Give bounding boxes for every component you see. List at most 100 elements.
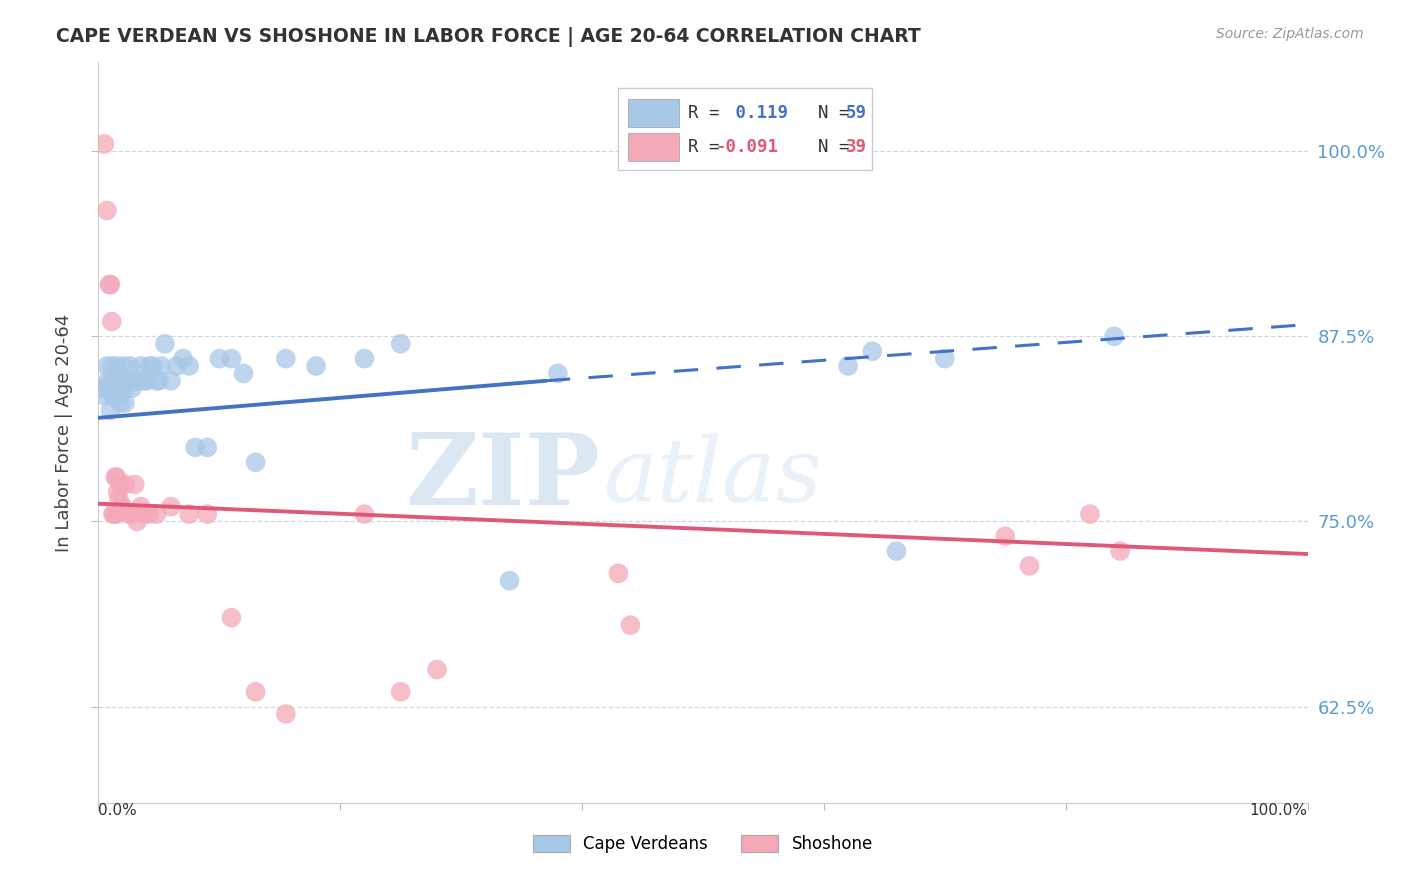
- Point: [100, 381, 122, 395]
- FancyBboxPatch shape: [619, 88, 872, 169]
- Point: [105, 470, 128, 484]
- Point: [114, 381, 136, 395]
- Point: [111, 500, 134, 514]
- Point: [134, 374, 156, 388]
- Point: [104, 470, 127, 484]
- Point: [108, 477, 131, 491]
- Point: [110, 381, 132, 395]
- Point: [101, 389, 124, 403]
- Text: R =: R =: [689, 103, 731, 122]
- Point: [118, 507, 141, 521]
- Point: [100, 403, 122, 417]
- Point: [114, 477, 136, 491]
- Point: [195, 441, 218, 455]
- Point: [142, 359, 165, 373]
- Point: [305, 359, 328, 373]
- Point: [110, 500, 132, 514]
- Point: [353, 507, 375, 521]
- Point: [112, 359, 135, 373]
- FancyBboxPatch shape: [628, 133, 679, 161]
- Point: [107, 389, 129, 403]
- Point: [114, 396, 136, 410]
- Point: [108, 492, 131, 507]
- Point: [547, 367, 569, 381]
- Point: [97, 374, 120, 388]
- Text: Source: ZipAtlas.com: Source: ZipAtlas.com: [1216, 27, 1364, 41]
- Point: [274, 351, 297, 366]
- Point: [105, 381, 128, 395]
- Text: CAPE VERDEAN VS SHOSHONE IN LABOR FORCE | AGE 20-64 CORRELATION CHART: CAPE VERDEAN VS SHOSHONE IN LABOR FORCE …: [56, 27, 921, 46]
- Point: [160, 500, 183, 514]
- Point: [107, 367, 129, 381]
- Point: [426, 663, 449, 677]
- Point: [1018, 558, 1040, 573]
- Y-axis label: In Labor Force | Age 20-64: In Labor Force | Age 20-64: [55, 313, 73, 552]
- Point: [103, 507, 125, 521]
- Point: [274, 706, 297, 721]
- Point: [91, 381, 114, 395]
- Point: [118, 374, 141, 388]
- Point: [389, 685, 412, 699]
- Point: [145, 374, 167, 388]
- Point: [389, 336, 412, 351]
- Point: [221, 351, 243, 366]
- Point: [1109, 544, 1132, 558]
- Text: 59: 59: [845, 103, 866, 122]
- Point: [129, 359, 152, 373]
- Point: [138, 359, 160, 373]
- Point: [145, 507, 167, 521]
- Point: [100, 277, 122, 292]
- Point: [118, 359, 141, 373]
- Point: [934, 351, 956, 366]
- Point: [108, 396, 131, 410]
- Point: [107, 484, 129, 499]
- Text: 0.119: 0.119: [724, 103, 787, 122]
- Point: [1078, 507, 1101, 521]
- Point: [101, 507, 124, 521]
- Point: [93, 136, 115, 151]
- Point: [184, 441, 207, 455]
- Point: [994, 529, 1017, 543]
- Point: [101, 374, 124, 388]
- Point: [93, 389, 115, 403]
- FancyBboxPatch shape: [628, 99, 679, 127]
- Point: [195, 507, 218, 521]
- Point: [124, 374, 146, 388]
- Point: [245, 455, 267, 469]
- Point: [124, 477, 146, 491]
- Text: R =: R =: [689, 138, 731, 156]
- Point: [179, 359, 201, 373]
- Point: [100, 359, 122, 373]
- Point: [121, 507, 143, 521]
- Text: ZIP: ZIP: [405, 428, 600, 525]
- Point: [127, 515, 149, 529]
- Point: [105, 359, 128, 373]
- Point: [127, 374, 149, 388]
- Point: [100, 315, 122, 329]
- Point: [96, 359, 118, 373]
- Point: [160, 374, 183, 388]
- Point: [111, 374, 134, 388]
- Point: [232, 367, 254, 381]
- Point: [134, 507, 156, 521]
- Point: [172, 351, 194, 366]
- Point: [1102, 329, 1125, 343]
- Point: [860, 344, 883, 359]
- Point: [166, 359, 188, 373]
- Point: [138, 507, 160, 521]
- Point: [135, 374, 157, 388]
- Point: [108, 374, 131, 388]
- Point: [98, 381, 121, 395]
- Point: [96, 203, 118, 218]
- Point: [150, 359, 173, 373]
- Point: [221, 611, 243, 625]
- Point: [245, 685, 267, 699]
- Point: [498, 574, 520, 588]
- Point: [129, 500, 152, 514]
- Point: [886, 544, 908, 558]
- Point: [179, 507, 201, 521]
- Legend: Cape Verdeans, Shoshone: Cape Verdeans, Shoshone: [524, 826, 882, 861]
- Point: [103, 374, 125, 388]
- Point: [121, 381, 143, 395]
- Point: [105, 507, 128, 521]
